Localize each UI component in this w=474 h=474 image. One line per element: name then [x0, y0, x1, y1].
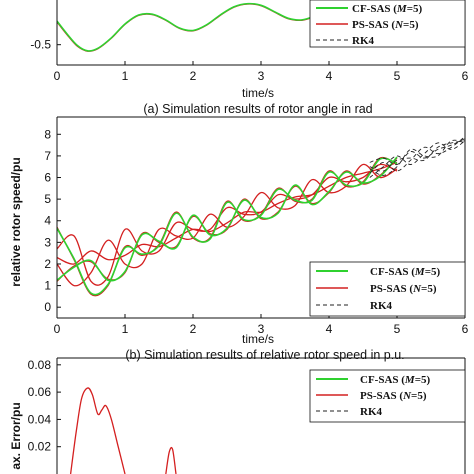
panel-c-legend: CF-SAS (M=5) PS-SAS (N=5) RK4	[309, 369, 466, 423]
y-tick-label: 4	[44, 214, 51, 228]
panel-a-rotor-angle: -0.5 0 1 2 3 4 5 6 time/s (a) Simulation result…	[30, 0, 469, 116]
x-tick-label: 4	[326, 69, 333, 83]
panel-b-legend-cf-label: CF-SAS (M=5)	[370, 266, 440, 278]
x-tick-label: 0	[54, 69, 61, 83]
y-tick-label: 6	[44, 171, 51, 185]
x-tick-label: 1	[122, 322, 129, 336]
y-tick-label: 0.08	[28, 358, 52, 372]
panel-c-plot-area	[69, 387, 177, 474]
x-tick-label: 0	[54, 322, 61, 336]
y-tick-label: 2	[44, 257, 51, 271]
x-tick-label: 2	[190, 322, 197, 336]
series-line-ps-1	[165, 446, 177, 474]
panel-a-legend: CF-SAS (M=5) PS-SAS (N=5) RK4	[309, 0, 466, 48]
panel-a-legend-cf-label: CF-SAS (M=5)	[352, 3, 422, 15]
series-line-rk4-7	[369, 138, 465, 166]
y-tick-label: 5	[44, 192, 51, 206]
panel-b-legend-ps-label: PS-SAS (N=5)	[370, 283, 437, 295]
panel-a-xlabel: time/s	[242, 86, 274, 100]
x-tick-label: 3	[258, 69, 265, 83]
series-line-cf-6	[57, 156, 398, 282]
panel-b-legend-rk4-label: RK4	[370, 300, 393, 312]
panel-c-legend-ps-label: PS-SAS (N=5)	[360, 390, 427, 402]
x-tick-label: 5	[394, 69, 401, 83]
y-tick-label: 0.06	[28, 385, 52, 399]
panel-a-legend-ps-label: PS-SAS (N=5)	[352, 19, 419, 31]
series-line-cf-5	[57, 157, 398, 296]
panel-b-ticks: 0 1 2 3 4 5 6 7 8 0 1 2 3 4 5 6	[44, 127, 468, 336]
panel-a-caption: (a) Simulation results of rotor angle in…	[143, 102, 372, 116]
y-tick-label: 7	[44, 149, 51, 163]
y-tick-label: 0.02	[28, 440, 52, 454]
y-tick-label: 0.04	[28, 412, 52, 426]
panel-b-ylabel: relative rotor speed/pu	[9, 157, 23, 286]
panel-c-legend-cf-label: CF-SAS (M=5)	[360, 374, 430, 386]
panel-b-plot-area	[57, 136, 465, 297]
series-line-rk4-10	[369, 136, 465, 174]
series-line-rk4-8	[369, 140, 465, 178]
panel-c-legend-rk4-label: RK4	[360, 406, 383, 418]
x-tick-label: 2	[190, 69, 197, 83]
x-tick-label: 3	[258, 322, 265, 336]
x-tick-label: 6	[462, 69, 469, 83]
x-tick-label: 4	[326, 322, 333, 336]
y-tick-label: 0	[44, 300, 51, 314]
series-line-ps-4	[57, 161, 398, 265]
panel-c-ylabel: ax. Error/pu	[9, 402, 23, 469]
y-tick-label: 1	[44, 279, 51, 293]
y-tick-label: 3	[44, 235, 51, 249]
panel-a-legend-rk4-label: RK4	[352, 35, 375, 47]
panel-c-max-error: 0.02 0.04 0.06 0.08 ax. Error/pu CF-SAS (M=…	[9, 357, 466, 474]
panel-b-rotor-speed: 0 1 2 3 4 5 6 7 8 0 1 2 3 4 5 6 relative rotor speed/pu…	[9, 116, 469, 362]
series-line-rk4-11	[369, 140, 465, 172]
panel-b-caption: (b) Simulation results of relative rotor…	[125, 348, 404, 362]
panel-b-legend: CF-SAS (M=5) PS-SAS (N=5) RK4	[309, 261, 466, 317]
panel-c-ticks: 0.02 0.04 0.06 0.08	[28, 358, 61, 454]
y-tick-label: 8	[44, 127, 51, 141]
series-line-rk4-9	[369, 139, 465, 176]
y-tick-label: -0.5	[30, 38, 51, 52]
x-tick-label: 1	[122, 69, 129, 83]
x-tick-label: 5	[394, 322, 401, 336]
panel-b-xlabel: time/s	[242, 332, 274, 346]
x-tick-label: 6	[462, 322, 469, 336]
series-line-ps-0	[69, 387, 126, 474]
panel-a-ticks: -0.5 0 1 2 3 4 5 6	[30, 38, 468, 83]
